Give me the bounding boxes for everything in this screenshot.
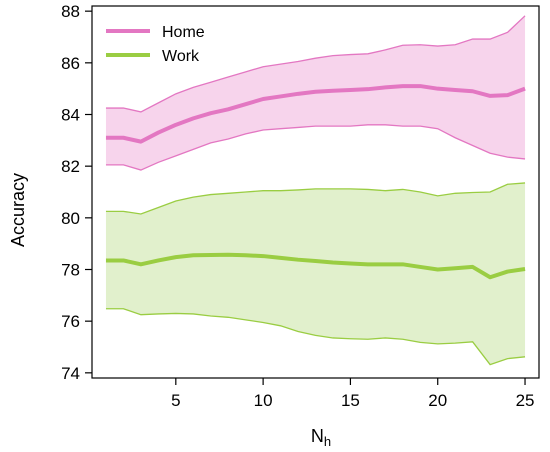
home-upper-bound-line (105, 15, 526, 113)
home-lower-bound-line (105, 124, 526, 171)
x-axis-label: Nh (311, 426, 331, 449)
work-upper-bound-line (105, 182, 526, 215)
plot-frame (91, 5, 540, 379)
x-axis-ticks: 5 10 15 20 25 (171, 378, 534, 410)
work-lower-bound-line (105, 308, 526, 366)
legend-label-home: Home (162, 24, 205, 41)
y-tick-label: 74 (61, 364, 80, 383)
y-tick-label: 86 (61, 54, 80, 73)
y-axis-ticks: 74 76 78 80 82 84 86 88 (61, 2, 92, 383)
work-band (105, 182, 526, 365)
x-tick-label: 5 (171, 391, 180, 410)
x-tick-label: 10 (254, 391, 273, 410)
legend-label-work: Work (162, 48, 200, 65)
x-tick-label: 25 (516, 391, 535, 410)
home-mean-line (105, 84, 526, 144)
confidence-bands (105, 15, 526, 365)
x-tick-label: 15 (341, 391, 360, 410)
y-tick-label: 84 (61, 106, 80, 125)
y-tick-label: 88 (61, 2, 80, 21)
x-tick-label: 20 (428, 391, 447, 410)
y-tick-label: 76 (61, 312, 80, 331)
y-tick-label: 82 (61, 157, 80, 176)
y-tick-label: 78 (61, 261, 80, 280)
y-axis-label: Accuracy (8, 173, 28, 247)
work-mean-line (105, 252, 526, 280)
series-lines (105, 15, 526, 366)
legend: Home Work (106, 24, 205, 65)
y-tick-label: 80 (61, 209, 80, 228)
